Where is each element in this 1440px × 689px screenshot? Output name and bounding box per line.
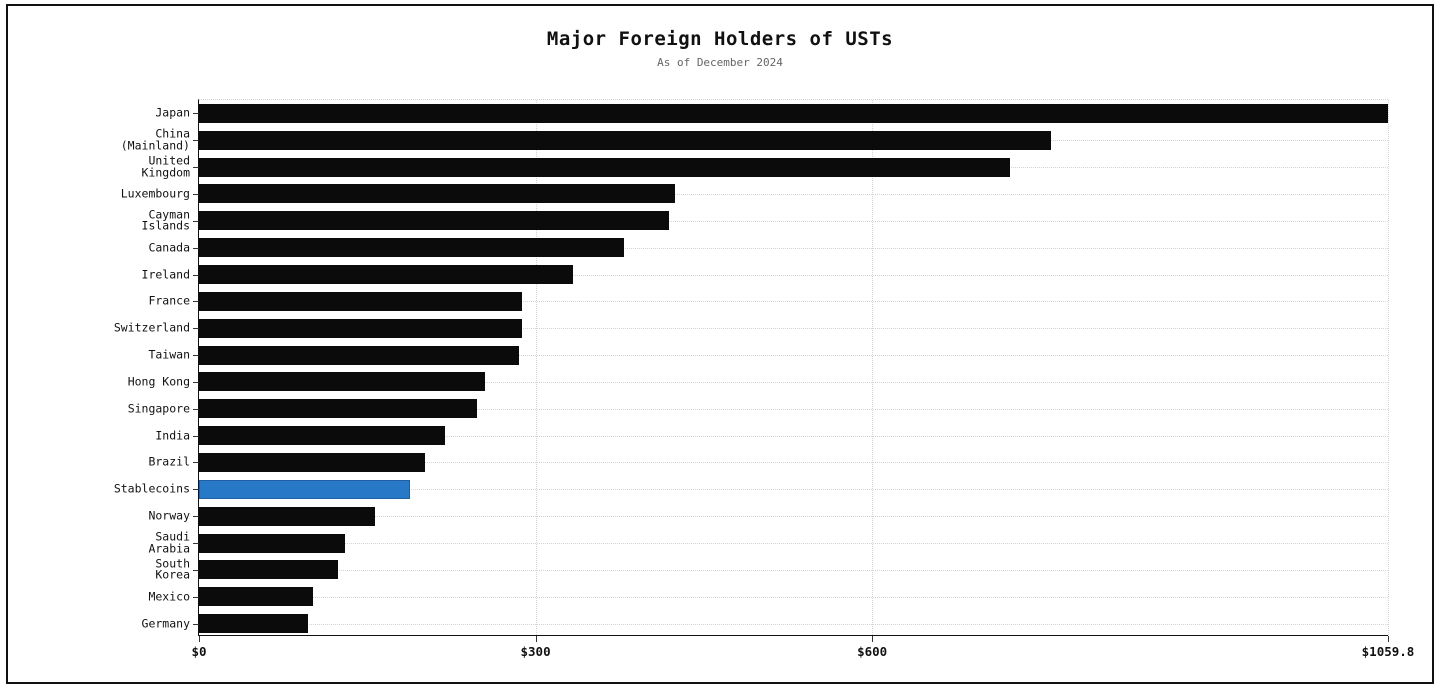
bar-taiwan — [199, 345, 519, 365]
y-tick-label: South Korea — [155, 556, 190, 582]
bar-luxembourg — [199, 184, 675, 204]
y-axis-tick — [193, 596, 199, 598]
y-axis-tick — [193, 355, 199, 357]
horizontal-gridline — [199, 193, 1388, 195]
y-axis-tick — [193, 462, 199, 464]
bar-hong-kong — [199, 372, 486, 392]
y-axis-tick — [193, 167, 199, 169]
y-tick-label: Norway — [148, 508, 190, 523]
y-tick-label: Luxembourg — [120, 186, 190, 201]
chart-subtitle: As of December 2024 — [657, 56, 783, 69]
bar-south-korea — [199, 560, 339, 580]
bar-saudi-arabia — [199, 533, 345, 553]
y-axis-tick — [193, 489, 199, 491]
horizontal-gridline — [199, 328, 1388, 330]
y-axis-tick — [193, 381, 199, 383]
chart-title: Major Foreign Holders of USTs — [546, 28, 894, 50]
bar-china-mainland- — [199, 130, 1051, 150]
horizontal-gridline — [199, 623, 1388, 625]
y-tick-label: Stablecoins — [113, 481, 190, 496]
horizontal-gridline — [199, 462, 1388, 464]
x-tick-label: $300 — [520, 644, 551, 659]
y-tick-label: China (Mainland) — [120, 126, 190, 153]
plot-area: Japan China (Mainland) United Kingdom Luxem… — [114, 99, 1414, 659]
y-tick-label: United Kingdom — [141, 153, 190, 180]
horizontal-gridline — [199, 381, 1388, 383]
horizontal-gridline — [199, 516, 1388, 518]
bar-switzerland — [199, 318, 523, 338]
bar-united-kingdom — [199, 157, 1010, 177]
x-tick-label: $0 — [191, 644, 207, 659]
y-axis-tick — [193, 247, 199, 249]
y-tick-label: India — [155, 427, 190, 442]
y-axis-tick — [193, 435, 199, 437]
x-axis-tick — [535, 636, 537, 642]
horizontal-gridline — [199, 543, 1388, 545]
y-tick-label: Taiwan — [148, 347, 190, 362]
bar-brazil — [199, 452, 425, 472]
y-axis-tick — [193, 328, 199, 330]
horizontal-gridline — [199, 355, 1388, 357]
y-tick-label: Brazil — [148, 454, 190, 469]
y-axis-tick — [193, 274, 199, 276]
horizontal-gridline — [199, 435, 1388, 437]
y-axis-tick — [193, 569, 199, 571]
x-tick-label: $600 — [857, 644, 888, 659]
y-axis-tick — [193, 301, 199, 303]
horizontal-gridline — [199, 489, 1388, 491]
y-tick-label: Cayman Islands — [141, 207, 190, 233]
y-axis-tick — [193, 408, 199, 410]
horizontal-gridline — [199, 569, 1388, 571]
y-tick-label: France — [148, 293, 190, 308]
y-tick-label: Japan — [155, 105, 190, 120]
vertical-gridline — [872, 100, 874, 635]
horizontal-gridline — [199, 220, 1388, 222]
bar-japan — [199, 103, 1388, 123]
y-tick-label: Ireland — [141, 266, 190, 281]
bar-norway — [199, 506, 376, 526]
y-axis-tick — [193, 113, 199, 115]
y-axis-tick — [193, 193, 199, 195]
bar-india — [199, 426, 445, 446]
y-tick-label: Germany — [141, 615, 190, 630]
x-axis-tick — [872, 636, 874, 642]
figure-frame: Major Foreign Holders of USTs As of Dece… — [6, 4, 1434, 684]
y-tick-label: Saudi Arabia — [148, 529, 190, 556]
y-tick-label: Mexico — [148, 588, 190, 603]
bar-germany — [199, 614, 308, 634]
bar-france — [199, 291, 523, 311]
y-axis-tick — [193, 516, 199, 518]
bar-singapore — [199, 399, 478, 419]
bar-mexico — [199, 587, 314, 607]
y-axis-tick — [193, 140, 199, 142]
horizontal-gridline — [199, 596, 1388, 598]
x-axis-tick — [199, 636, 200, 642]
vertical-gridline — [535, 100, 537, 635]
y-tick-label: Hong Kong — [127, 374, 190, 389]
bar-cayman-islands — [199, 211, 670, 231]
horizontal-gridline — [199, 408, 1388, 410]
y-tick-label: Singapore — [127, 401, 190, 416]
y-tick-label: Switzerland — [113, 320, 190, 335]
x-axis-tick — [1388, 636, 1389, 642]
horizontal-gridline — [199, 274, 1388, 276]
vertical-gridline — [1388, 100, 1389, 635]
y-axis-tick — [193, 543, 199, 545]
horizontal-gridline — [199, 247, 1388, 249]
bar-stablecoins — [199, 479, 410, 499]
y-tick-label: Canada — [148, 239, 190, 254]
bar-canada — [199, 238, 625, 258]
y-axis-tick — [193, 220, 199, 222]
y-axis-tick — [193, 623, 199, 625]
x-tick-label: $1059.8 — [1361, 644, 1415, 659]
bar-ireland — [199, 265, 573, 285]
horizontal-gridline — [199, 301, 1388, 303]
